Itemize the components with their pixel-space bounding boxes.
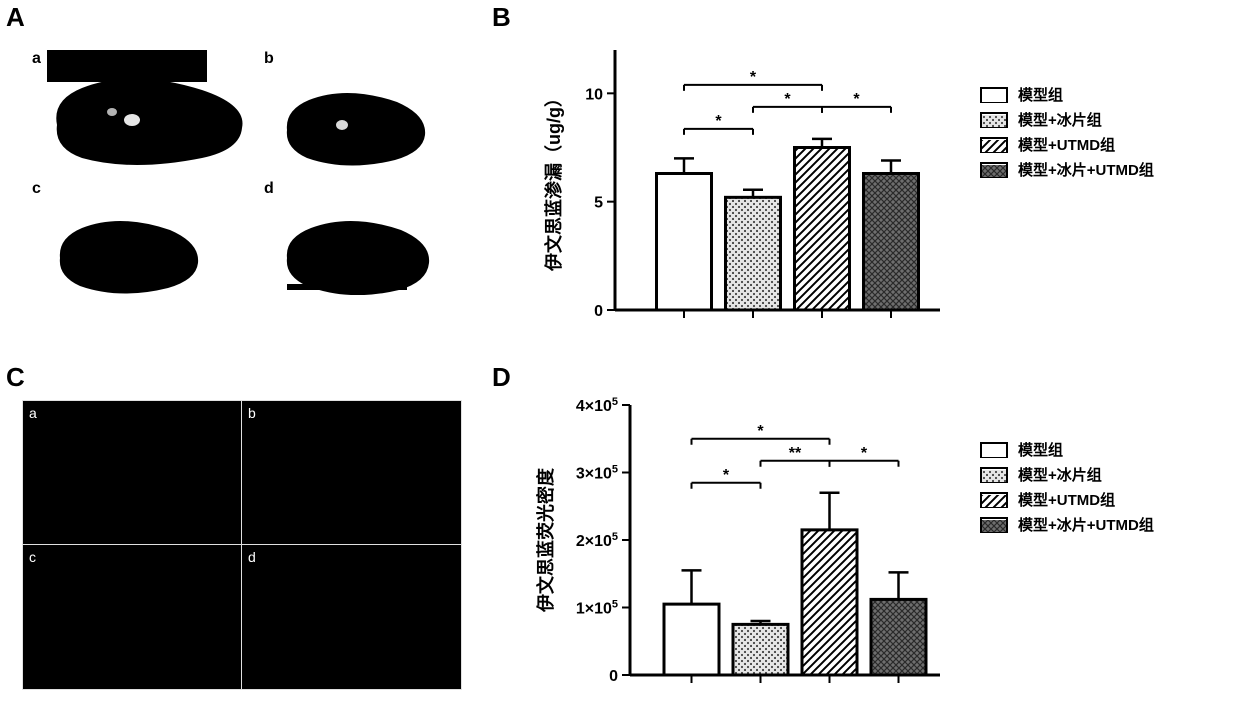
svg-text:*: * bbox=[784, 91, 791, 108]
panel-c-sublabel-d: d bbox=[248, 549, 256, 565]
legend-label: 模型组 bbox=[1018, 439, 1063, 460]
micrograph-c: c bbox=[23, 545, 242, 689]
chart-b: 0 5 10 伊文思蓝渗漏（ug/g） * * * * bbox=[530, 40, 960, 345]
legend-label: 模型组 bbox=[1018, 84, 1063, 105]
legend-label: 模型+冰片组 bbox=[1018, 109, 1102, 130]
svg-text:4×105: 4×105 bbox=[576, 396, 618, 415]
legend-item: 模型+冰片组 bbox=[980, 109, 1154, 130]
panel-c-sublabel-a: a bbox=[29, 405, 37, 421]
svg-text:伊文思蓝渗漏（ug/g）: 伊文思蓝渗漏（ug/g） bbox=[543, 89, 564, 272]
brain-image-d bbox=[277, 210, 437, 295]
legend-item: 模型+冰片组 bbox=[980, 464, 1154, 485]
legend-label: 模型+冰片+UTMD组 bbox=[1018, 514, 1154, 535]
panel-label-a: A bbox=[6, 2, 25, 33]
panel-a-sublabel-a: a bbox=[32, 50, 41, 68]
figure: A B C D a b c d bbox=[0, 0, 1240, 721]
legend-swatch bbox=[980, 112, 1008, 128]
panel-a-sublabel-c: c bbox=[32, 180, 41, 198]
legend-swatch bbox=[980, 162, 1008, 178]
panel-a-sublabel-d: d bbox=[264, 180, 274, 198]
svg-text:*: * bbox=[715, 113, 722, 130]
micrograph-a: a bbox=[23, 401, 242, 545]
svg-text:*: * bbox=[723, 467, 730, 484]
legend-item: 模型+UTMD组 bbox=[980, 489, 1154, 510]
brain-image-a bbox=[42, 50, 252, 175]
svg-text:10: 10 bbox=[585, 86, 603, 103]
svg-text:0: 0 bbox=[609, 668, 618, 685]
panel-c-sublabel-b: b bbox=[248, 405, 256, 421]
brain-image-b bbox=[277, 80, 432, 170]
svg-text:0: 0 bbox=[594, 303, 603, 320]
legend-label: 模型+冰片组 bbox=[1018, 464, 1102, 485]
micrograph-d: d bbox=[242, 545, 461, 689]
legend-item: 模型+冰片+UTMD组 bbox=[980, 159, 1154, 180]
legend-item: 模型组 bbox=[980, 84, 1154, 105]
panel-label-b: B bbox=[492, 2, 511, 33]
legend-swatch bbox=[980, 517, 1008, 533]
chart-d: 01×1052×1053×1054×105伊文思蓝荧光密度***** bbox=[530, 395, 960, 710]
svg-text:*: * bbox=[757, 423, 764, 440]
svg-text:5: 5 bbox=[594, 195, 603, 212]
legend-swatch bbox=[980, 492, 1008, 508]
svg-text:*: * bbox=[861, 445, 868, 462]
legend-swatch bbox=[980, 442, 1008, 458]
svg-text:*: * bbox=[750, 69, 757, 86]
legend-d: 模型组模型+冰片组模型+UTMD组模型+冰片+UTMD组 bbox=[980, 435, 1154, 539]
panel-label-d: D bbox=[492, 362, 511, 393]
legend-label: 模型+UTMD组 bbox=[1018, 134, 1115, 155]
panel-label-c: C bbox=[6, 362, 25, 393]
legend-item: 模型+UTMD组 bbox=[980, 134, 1154, 155]
panel-c-images: a b c d bbox=[22, 400, 462, 690]
svg-text:伊文思蓝荧光密度: 伊文思蓝荧光密度 bbox=[535, 467, 556, 613]
svg-text:3×105: 3×105 bbox=[576, 464, 618, 483]
legend-label: 模型+UTMD组 bbox=[1018, 489, 1115, 510]
micrograph-b: b bbox=[242, 401, 461, 545]
legend-swatch bbox=[980, 467, 1008, 483]
brain-image-c bbox=[50, 210, 205, 295]
panel-a-images: a b c d bbox=[32, 50, 442, 300]
legend-item: 模型+冰片+UTMD组 bbox=[980, 514, 1154, 535]
legend-item: 模型组 bbox=[980, 439, 1154, 460]
legend-label: 模型+冰片+UTMD组 bbox=[1018, 159, 1154, 180]
panel-a-sublabel-b: b bbox=[264, 50, 274, 68]
svg-text:**: ** bbox=[789, 445, 802, 462]
legend-swatch bbox=[980, 87, 1008, 103]
svg-text:*: * bbox=[853, 91, 860, 108]
legend-b: 模型组模型+冰片组模型+UTMD组模型+冰片+UTMD组 bbox=[980, 80, 1154, 184]
svg-text:1×105: 1×105 bbox=[576, 599, 618, 618]
panel-c-sublabel-c: c bbox=[29, 549, 36, 565]
svg-text:2×105: 2×105 bbox=[576, 531, 618, 550]
legend-swatch bbox=[980, 137, 1008, 153]
